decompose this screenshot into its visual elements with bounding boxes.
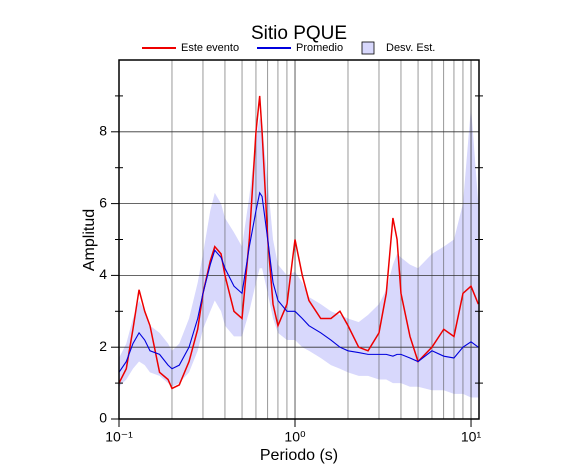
plot-frame <box>118 59 480 420</box>
x-tick-label: 10¹ <box>461 429 482 445</box>
std-band <box>119 106 479 398</box>
chart-title: Sitio PQUE <box>251 23 347 44</box>
legend-label: Este evento <box>181 42 239 54</box>
legend-swatch <box>361 41 375 55</box>
x-axis-label: Periodo (s) <box>260 447 338 464</box>
legend-label: Promedio <box>296 42 343 54</box>
series-line <box>118 191 479 373</box>
y-tick-label: 4 <box>99 266 107 282</box>
y-tick-label: 2 <box>99 338 107 354</box>
y-axis-label: Amplitud <box>81 209 98 271</box>
series-line <box>118 95 480 390</box>
x-tick-label: 10⁰ <box>284 429 306 445</box>
x-tick-label: 10⁻¹ <box>105 429 133 445</box>
y-tick-label: 0 <box>99 410 107 426</box>
y-tick-label: 8 <box>99 123 107 139</box>
legend-label: Desv. Est. <box>386 42 435 54</box>
y-tick-label: 6 <box>99 194 107 210</box>
